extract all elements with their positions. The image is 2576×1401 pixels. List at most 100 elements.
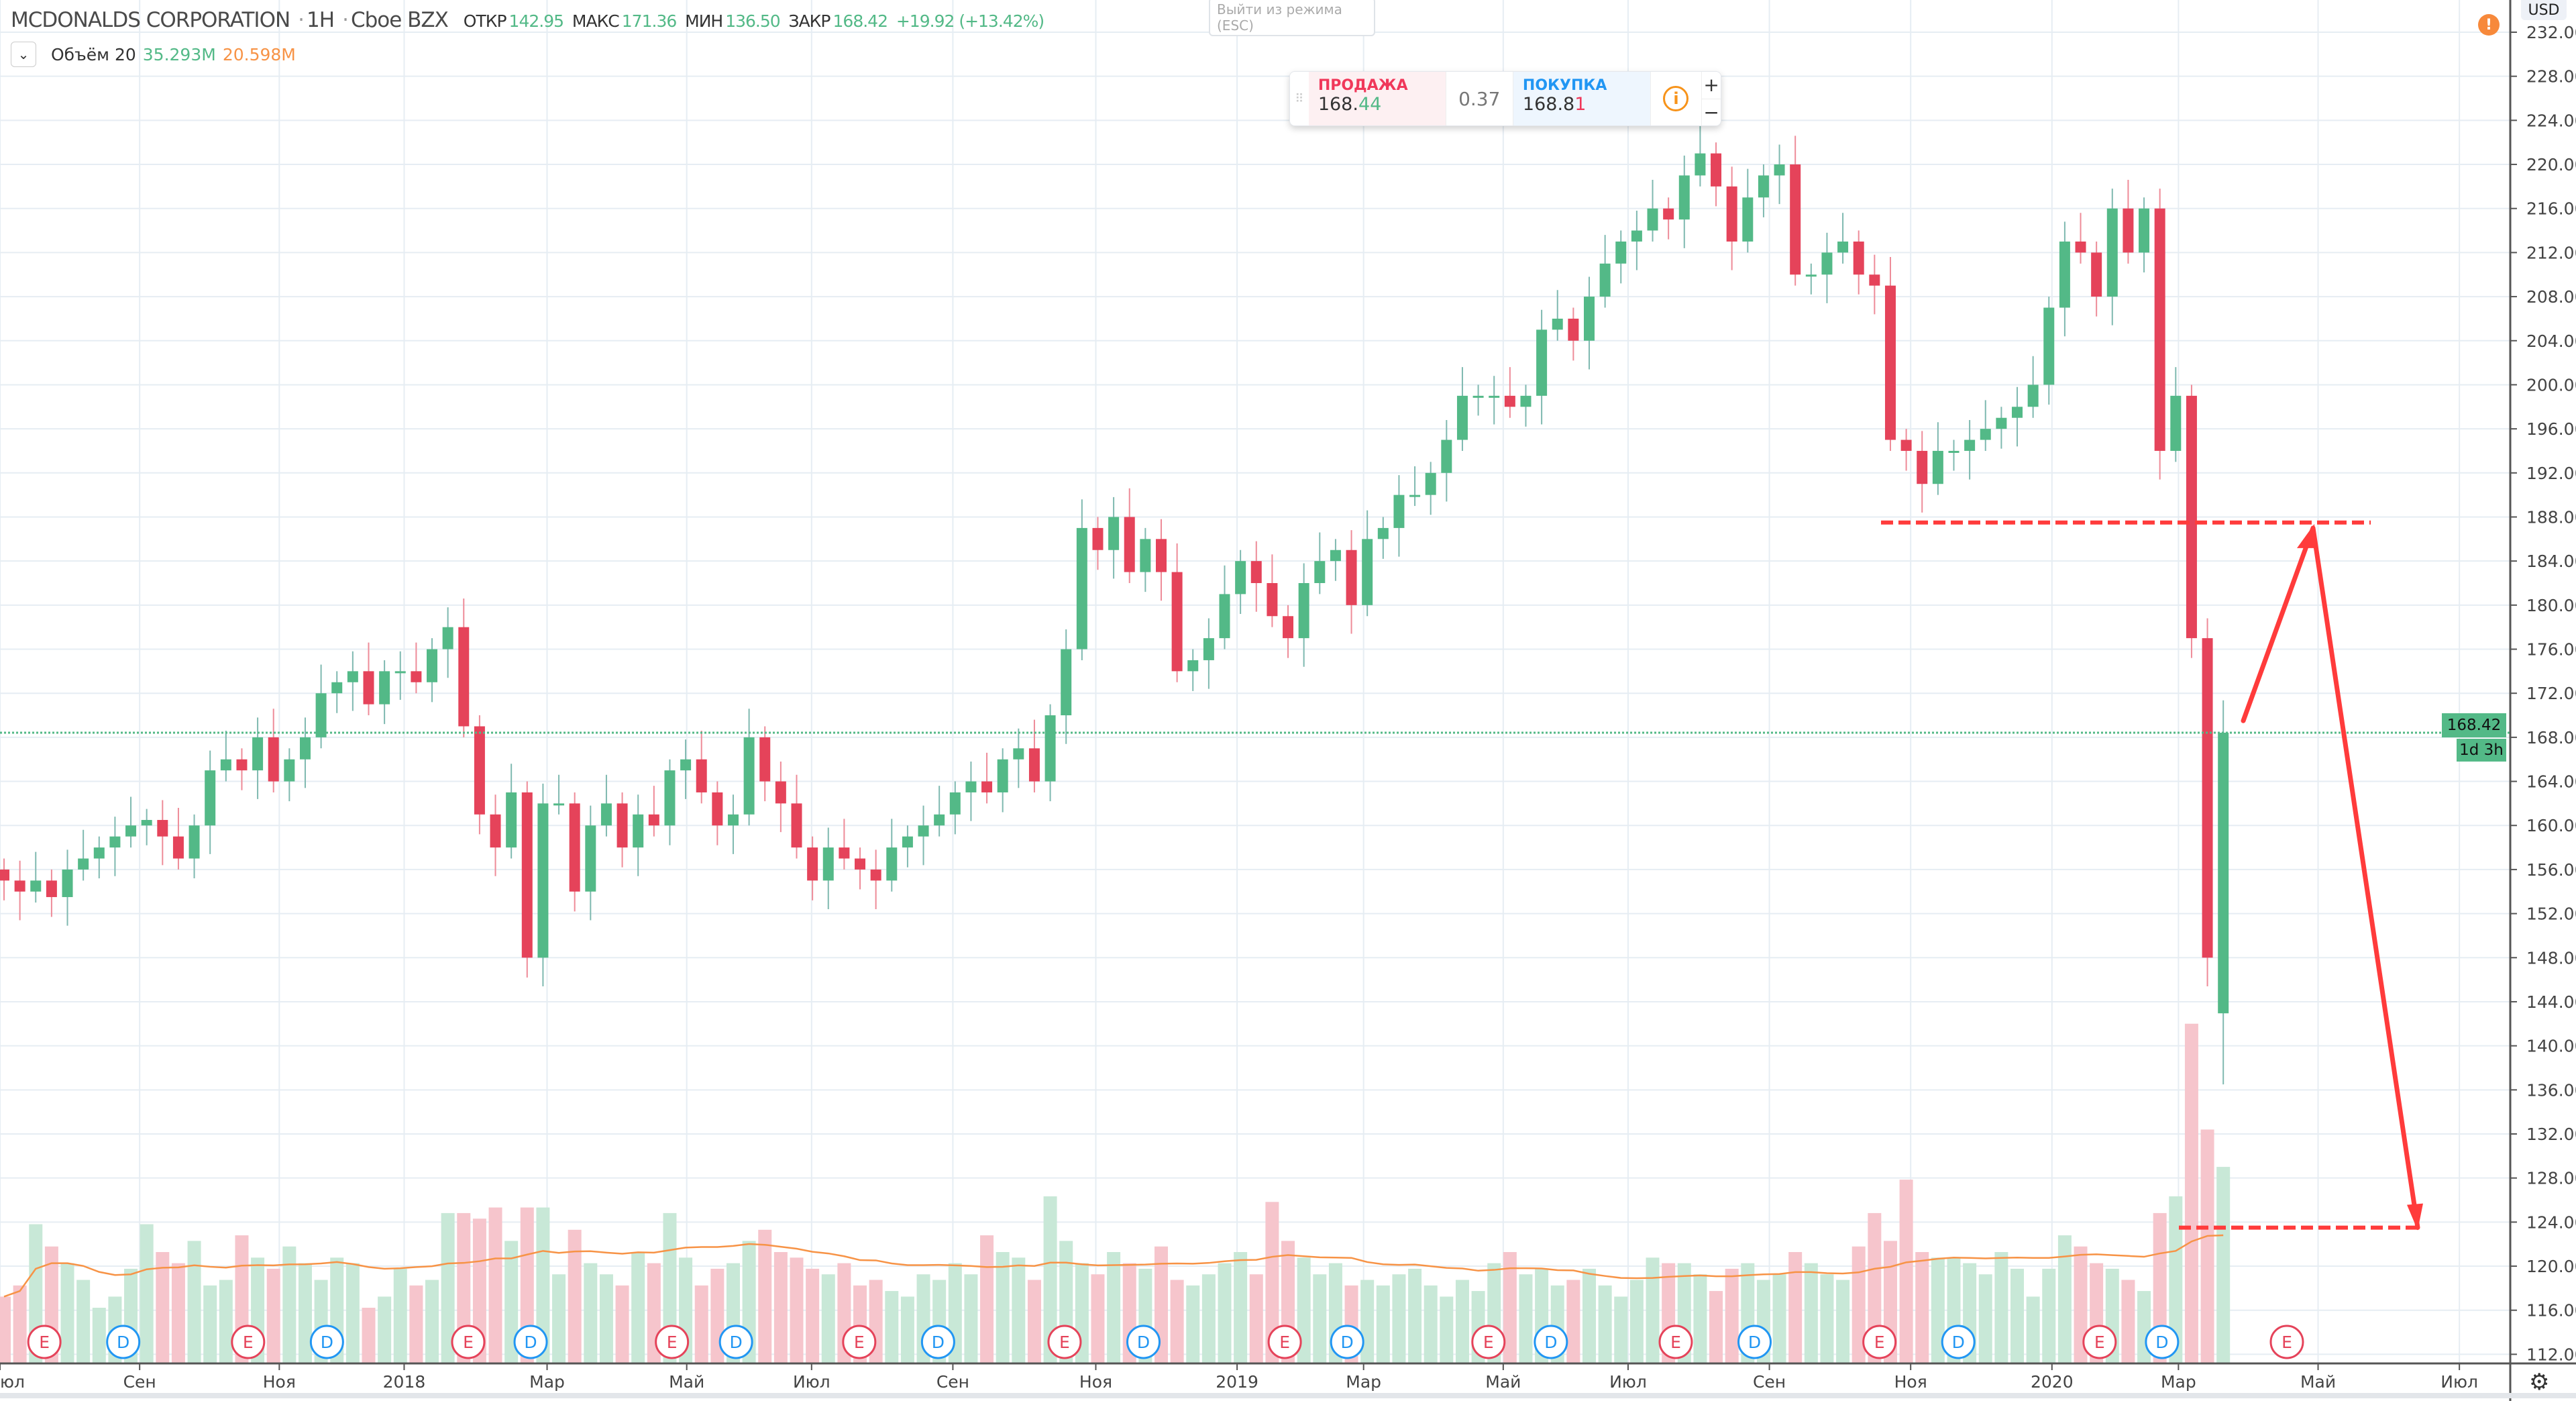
candle — [1425, 462, 1436, 515]
buy-price-tail: 1 — [1574, 94, 1587, 115]
earnings-marker[interactable]: E — [27, 1325, 62, 1359]
volume-bar — [378, 1296, 392, 1363]
volume-bar — [790, 1257, 804, 1363]
time-tick-label: Июл — [2440, 1372, 2478, 1392]
earnings-marker[interactable]: E — [231, 1325, 266, 1359]
candle — [1758, 164, 1769, 217]
earnings-marker[interactable]: E — [2269, 1325, 2304, 1359]
collapse-legend-button[interactable]: ⌄ — [11, 42, 36, 67]
candle — [1330, 539, 1341, 581]
earnings-marker[interactable]: E — [1862, 1325, 1897, 1359]
dividend-marker[interactable]: D — [1330, 1325, 1364, 1359]
candle-body — [2091, 252, 2102, 297]
price-tick-label: 204.00 — [2526, 331, 2576, 351]
candle-body — [1774, 164, 1785, 176]
candle — [2123, 180, 2134, 264]
time-tick-label: Ноя — [1894, 1372, 1927, 1392]
increase-quantity-button[interactable]: + — [1702, 72, 1721, 99]
currency-button[interactable]: USD — [2521, 0, 2567, 20]
drawings[interactable] — [1881, 520, 2423, 1231]
candle — [2106, 189, 2118, 325]
decrease-quantity-button[interactable]: − — [1703, 101, 1719, 123]
low-label: МИН — [685, 11, 723, 31]
dividend-marker[interactable]: D — [1534, 1325, 1568, 1359]
volume-bar — [1091, 1274, 1105, 1363]
volume-bar — [1582, 1268, 1596, 1363]
buy-label: ПОКУПКА — [1522, 77, 1607, 94]
dividend-marker[interactable]: D — [106, 1325, 141, 1359]
earnings-marker[interactable]: E — [1267, 1325, 1302, 1359]
volume-bar — [1915, 1252, 1929, 1363]
dividend-marker[interactable]: D — [2145, 1325, 2180, 1359]
volume-bar — [92, 1308, 106, 1363]
earnings-marker[interactable]: E — [1047, 1325, 1082, 1359]
candle-body — [299, 737, 311, 760]
symbol-name[interactable]: MCDONALDS CORPORATION — [11, 8, 290, 32]
candle-body — [1615, 241, 1627, 264]
candle-body — [886, 847, 898, 881]
earnings-marker[interactable]: E — [451, 1325, 486, 1359]
volume-label[interactable]: Объём 20 — [51, 44, 136, 64]
candle-body — [1742, 197, 1754, 242]
candle — [1314, 532, 1326, 594]
time-tick-label: Июл — [1609, 1372, 1647, 1392]
candle-body — [1948, 450, 1960, 453]
volume-bar — [1931, 1257, 1945, 1363]
dividend-marker[interactable]: D — [718, 1325, 753, 1359]
candle-body — [1314, 561, 1326, 583]
dividend-marker[interactable]: D — [1737, 1325, 1772, 1359]
candle — [30, 851, 42, 903]
info-button[interactable]: i — [1650, 72, 1701, 125]
candle-body — [1124, 517, 1135, 572]
volume-bar — [1170, 1280, 1184, 1363]
earnings-marker[interactable]: E — [1658, 1325, 1693, 1359]
volume-bar — [393, 1268, 407, 1363]
dividend-marker[interactable]: D — [1126, 1325, 1161, 1359]
volume-legend: ⌄ Объём 20 35.293M 20.598M — [11, 42, 296, 67]
volume-bar — [1598, 1285, 1612, 1363]
drag-handle-icon[interactable]: ⠿ — [1295, 91, 1304, 106]
earnings-marker[interactable]: E — [1471, 1325, 1506, 1359]
price-tick-label: 160.00 — [2526, 816, 2576, 835]
candle-body — [1552, 318, 1563, 330]
candle — [125, 796, 137, 848]
price-tick-label: 176.00 — [2526, 640, 2576, 660]
marker-label: E — [243, 1333, 254, 1352]
earnings-marker[interactable]: E — [2082, 1325, 2117, 1359]
dividend-marker[interactable]: D — [513, 1325, 548, 1359]
warning-icon[interactable]: ! — [2478, 14, 2500, 36]
candle-body — [315, 693, 327, 737]
time-tick-label: Май — [1485, 1372, 1521, 1392]
sell-button[interactable]: ПРОДАЖА 168.44 — [1308, 72, 1446, 125]
bar-countdown-label: 1d 3h — [2457, 739, 2506, 762]
candle-body — [1758, 175, 1769, 198]
dividend-marker[interactable]: D — [920, 1325, 955, 1359]
candle-body — [1441, 439, 1452, 473]
earnings-marker[interactable]: E — [655, 1325, 690, 1359]
dividend-marker[interactable]: D — [309, 1325, 344, 1359]
candle-body — [331, 682, 343, 694]
earnings-marker[interactable]: E — [842, 1325, 877, 1359]
candle — [1013, 728, 1024, 788]
candle-body — [1061, 649, 1072, 716]
buy-button[interactable]: ПОКУПКА 168.81 — [1513, 72, 1650, 125]
interval[interactable]: 1H — [307, 8, 335, 32]
volume-bar — [156, 1252, 170, 1363]
marker-circle — [2145, 1325, 2180, 1359]
candle — [78, 829, 89, 881]
time-tick-label: Май — [669, 1372, 704, 1392]
dividend-marker[interactable]: D — [1941, 1325, 1976, 1359]
marker-circle — [106, 1325, 141, 1359]
price-tick-label: 128.00 — [2526, 1169, 2576, 1188]
candle — [981, 752, 993, 804]
candle-body — [1283, 616, 1294, 639]
time-tick-label: Июл — [793, 1372, 830, 1392]
candle — [363, 642, 374, 716]
candle — [1568, 307, 1579, 361]
settings-gear-icon[interactable]: ⚙ — [2529, 1369, 2550, 1396]
candle-body — [1250, 561, 1262, 583]
candle-body — [1472, 395, 1484, 398]
volume-bar — [599, 1274, 613, 1363]
